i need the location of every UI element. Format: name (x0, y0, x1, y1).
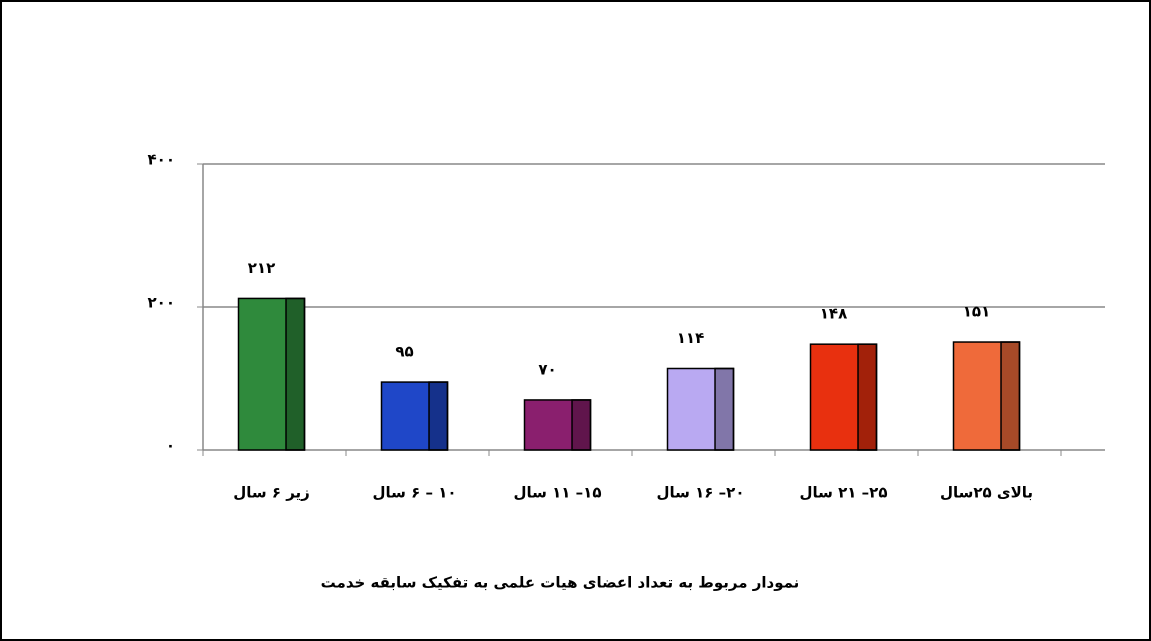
bar-shade (1000, 341, 1021, 451)
value-label: ۱۱۴ (677, 329, 704, 347)
chart-title: نمودار مربوط به تعداد اعضای هیات علمی به… (321, 574, 800, 592)
value-label: ۱۴۸ (820, 305, 847, 323)
value-label: ۲۱۲ (248, 259, 275, 277)
bar (809, 343, 878, 451)
x-tick-label: ۲۵– ۲۱ سال (800, 484, 888, 502)
bar (380, 381, 449, 451)
x-tick-label: ۱۰ – ۶ سال (372, 484, 456, 502)
x-tick-label: ۱۵– ۱۱ سال (514, 484, 602, 502)
y-tick-label: ۲۰۰ (148, 294, 175, 312)
bar-shade (714, 367, 735, 451)
bar-shade (857, 343, 878, 451)
y-tick-label: ۰ (166, 437, 175, 455)
bar-shade (285, 297, 306, 451)
x-tick-label: بالای ۲۵سال (940, 484, 1033, 502)
bar-shade (428, 381, 449, 451)
x-tick-label: زیر ۶ سال (233, 484, 310, 502)
bar-shade (571, 399, 592, 451)
bar (952, 341, 1021, 451)
x-tick-label: ۲۰– ۱۶ سال (657, 484, 745, 502)
value-label: ۱۵۱ (963, 303, 990, 321)
y-tick-label: ۴۰۰ (148, 151, 175, 169)
value-label: ۹۵ (395, 343, 413, 361)
value-label: ۷۰ (538, 360, 556, 378)
